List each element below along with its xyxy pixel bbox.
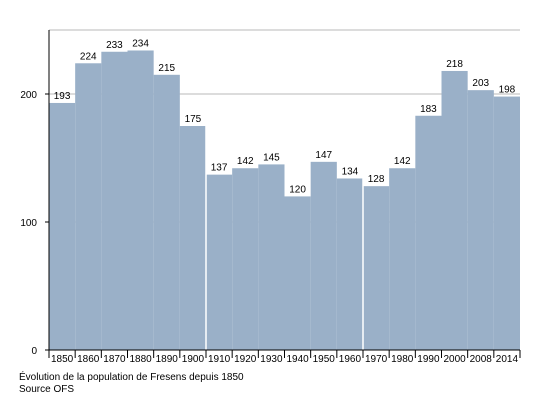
bar-2000 (441, 70, 468, 351)
bar-1890 (153, 74, 180, 351)
data-label: 175 (185, 114, 202, 125)
bar-1980 (389, 168, 416, 350)
bar-1860 (75, 63, 102, 350)
x-tick-label: 1930 (260, 354, 283, 365)
data-label: 215 (158, 63, 175, 74)
bar-1970 (363, 186, 390, 350)
x-tick-label: 2008 (470, 354, 493, 365)
x-tick-label: 1980 (391, 354, 414, 365)
bar-2014 (493, 96, 520, 350)
bar-1920 (232, 168, 259, 350)
data-label: 193 (54, 91, 71, 102)
bar-1910 (206, 174, 233, 350)
bar-1900 (179, 126, 206, 350)
bar-1940 (284, 196, 311, 350)
bar-1960 (336, 178, 363, 350)
data-label: 128 (368, 174, 385, 185)
x-tick-label: 1860 (77, 354, 100, 365)
y-tick-label: 100 (20, 218, 37, 229)
bar-1930 (258, 164, 285, 350)
x-tick-label: 1920 (234, 354, 257, 365)
chart-source: Source OFS (19, 384, 75, 395)
data-label: 134 (342, 166, 359, 177)
bar-1880 (127, 50, 154, 350)
x-tick-label: 1960 (339, 354, 362, 365)
bar-1870 (101, 51, 128, 350)
data-label: 145 (263, 152, 280, 163)
data-label: 142 (394, 156, 411, 167)
x-tick-label: 1990 (417, 354, 440, 365)
data-label: 233 (106, 40, 123, 51)
y-tick-label: 0 (31, 346, 37, 357)
bars (49, 50, 520, 351)
data-label: 120 (289, 184, 306, 195)
x-tick-label: 2000 (443, 354, 466, 365)
data-label: 218 (446, 59, 463, 70)
x-tick-label: 1870 (103, 354, 126, 365)
data-label: 137 (211, 163, 228, 174)
x-tick-label: 1850 (51, 354, 74, 365)
bar-2008 (467, 90, 494, 350)
x-tick-label: 1970 (365, 354, 388, 365)
x-tick-label: 1940 (286, 354, 309, 365)
data-label: 234 (132, 38, 149, 49)
data-label: 183 (420, 104, 437, 115)
data-label: 147 (315, 150, 332, 161)
x-tick-label: 1880 (129, 354, 152, 365)
data-label: 224 (80, 51, 97, 62)
bar-1950 (310, 161, 337, 350)
data-label: 142 (237, 156, 254, 167)
y-tick-label: 200 (20, 90, 37, 101)
x-tick-label: 1900 (182, 354, 205, 365)
chart-caption: Évolution de la population de Fresens de… (19, 372, 244, 383)
bar-1990 (415, 115, 442, 350)
data-label: 198 (499, 85, 516, 96)
data-labels: 193 224 233 234 215 175 137 142 145 120 147 134 128 1… (54, 38, 516, 195)
data-label: 203 (472, 78, 489, 89)
bar-1850 (49, 102, 76, 351)
x-tick-label: 2014 (496, 354, 519, 365)
x-tick-label: 1890 (156, 354, 179, 365)
x-tick-label: 1910 (208, 354, 231, 365)
x-tick-label: 1950 (313, 354, 336, 365)
